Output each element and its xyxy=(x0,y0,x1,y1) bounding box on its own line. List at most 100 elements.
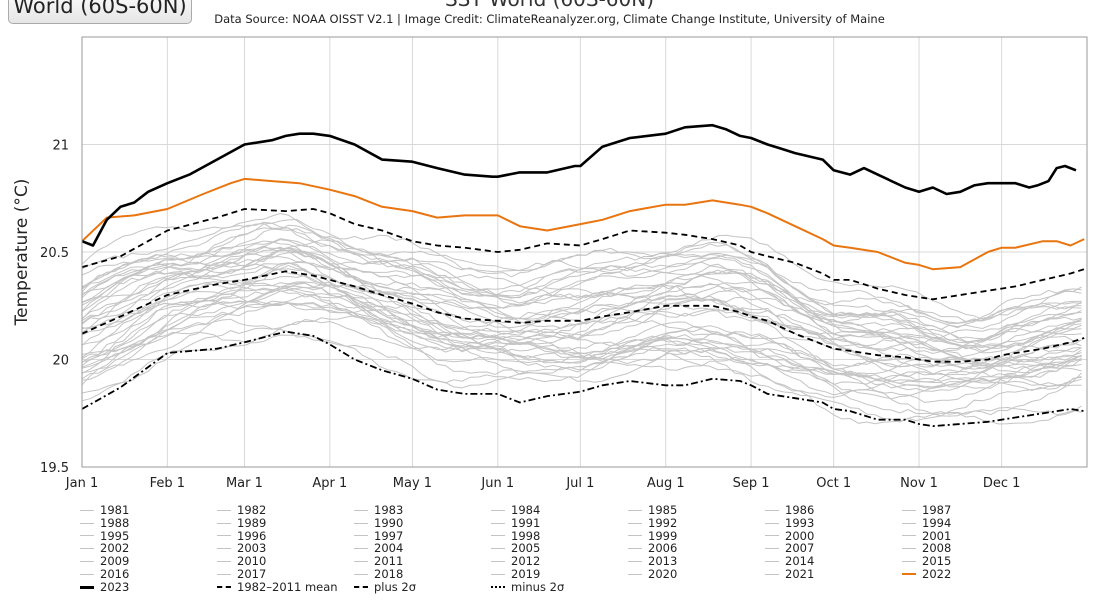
year-line-2008 xyxy=(81,247,1082,349)
legend-item[interactable]: 1993 xyxy=(765,515,902,530)
series-line-1982-2011-mean xyxy=(81,270,1085,363)
legend-swatch xyxy=(217,522,231,524)
legend-label: plus 2σ xyxy=(374,579,417,594)
legend-item[interactable]: 1992 xyxy=(628,515,765,530)
legend-item[interactable]: 2000 xyxy=(765,529,902,543)
highlight-series-lines xyxy=(81,123,1085,428)
legend-label: 1987 xyxy=(922,503,952,517)
legend-item[interactable]: 2012 xyxy=(491,555,628,568)
legend-swatch xyxy=(902,535,916,537)
legend-item[interactable]: 1989 xyxy=(217,516,354,530)
legend-item[interactable]: 1981 xyxy=(80,504,217,517)
legend-swatch xyxy=(628,573,642,575)
legend-label: 2009 xyxy=(100,554,130,569)
legend-item[interactable]: 1982–2011 mean xyxy=(217,579,354,594)
legend-label: 2013 xyxy=(648,554,678,569)
x-tick-label: Sep 1 xyxy=(733,476,770,491)
grid-lines xyxy=(81,37,1087,468)
legend-swatch xyxy=(354,535,368,537)
legend-label: 1982–2011 mean xyxy=(237,579,338,594)
sst-chart: 19.5 20 20.5 21 Jan 1 Feb 1 Mar 1 Apr 1 May 1 Ju… xyxy=(12,36,1088,491)
legend-item[interactable]: 2007 xyxy=(765,542,902,555)
legend-swatch xyxy=(354,561,368,563)
legend-item[interactable]: minus 2σ xyxy=(491,580,628,594)
legend-item[interactable]: 2006 xyxy=(628,542,765,555)
legend-item[interactable]: 2005 xyxy=(491,542,628,555)
chart-subtitle: Data Source: NOAA OISST V2.1 | Image Cre… xyxy=(214,12,885,26)
legend-item[interactable]: 1984 xyxy=(491,504,628,517)
year-line-1994 xyxy=(81,268,1082,370)
year-line-1984 xyxy=(81,315,1082,423)
legend-label: 2018 xyxy=(374,566,404,581)
legend-item[interactable]: 2015 xyxy=(902,555,1039,568)
legend-item[interactable]: 2001 xyxy=(902,528,1039,543)
legend-item[interactable]: 1985 xyxy=(628,504,765,517)
legend-item[interactable]: 1995 xyxy=(80,529,217,543)
series-line-2022 xyxy=(81,177,1085,271)
legend-swatch xyxy=(354,573,368,575)
year-line-2015 xyxy=(81,238,1082,341)
legend-item[interactable]: plus 2σ xyxy=(354,579,491,594)
legend-item[interactable]: 1991 xyxy=(491,516,628,530)
legend-item[interactable]: 2019 xyxy=(491,568,628,581)
legend-item[interactable]: 2008 xyxy=(902,542,1039,555)
legend-item[interactable]: 1994 xyxy=(902,516,1039,530)
legend-item[interactable]: 2018 xyxy=(354,568,491,581)
legend-item[interactable]: 2017 xyxy=(217,568,354,581)
legend-label: 2020 xyxy=(648,566,678,581)
legend-swatch xyxy=(765,535,779,537)
legend-swatch xyxy=(354,522,368,524)
legend-item[interactable]: 2022 xyxy=(902,568,1039,581)
legend-item[interactable]: 1986 xyxy=(765,504,902,517)
year-line-2009 xyxy=(81,249,1082,353)
x-tick-label: May 1 xyxy=(393,476,432,491)
legend-item[interactable]: 1999 xyxy=(628,529,765,543)
legend-label: 2002 xyxy=(100,541,130,556)
legend-item[interactable]: 2002 xyxy=(80,542,217,555)
legend-label: 2001 xyxy=(922,528,952,543)
year-line-2014 xyxy=(81,221,1082,324)
legend-swatch xyxy=(902,561,916,563)
legend-item[interactable]: 2011 xyxy=(354,555,491,568)
legend-item[interactable]: 1990 xyxy=(354,516,491,530)
legend-item[interactable]: 2020 xyxy=(628,568,765,581)
legend-item[interactable]: 1998 xyxy=(491,529,628,543)
legend-item[interactable]: 2009 xyxy=(80,555,217,568)
legend-item[interactable]: 2021 xyxy=(765,568,902,581)
legend-swatch xyxy=(491,548,505,550)
legend-label: 2005 xyxy=(511,541,541,556)
legend-item[interactable]: 1982 xyxy=(217,504,354,517)
legend-item[interactable]: 1988 xyxy=(80,516,217,530)
year-line-2006 xyxy=(81,262,1082,367)
legend-item[interactable]: 2014 xyxy=(765,555,902,568)
legend-label: 1993 xyxy=(785,515,815,530)
legend-label: 2011 xyxy=(374,554,404,569)
legend-item[interactable]: 2023 xyxy=(80,580,217,594)
legend-label: 2017 xyxy=(237,566,267,581)
legend-item[interactable]: 1997 xyxy=(354,529,491,543)
legend-swatch xyxy=(217,509,231,511)
legend-item[interactable]: 2013 xyxy=(628,555,765,568)
y-axis-ticks: 19.5 20 20.5 21 xyxy=(40,139,69,477)
y-axis-label: Temperature (°C) xyxy=(12,179,32,327)
series-line-minus-2- xyxy=(81,330,1085,428)
legend-item[interactable]: 1987 xyxy=(902,504,1039,517)
region-select-button[interactable]: World (60S-60N) xyxy=(8,0,192,24)
year-line-2010 xyxy=(81,239,1082,350)
legend-item[interactable]: 2010 xyxy=(217,555,354,568)
legend-label: 2010 xyxy=(237,554,267,569)
legend-item[interactable]: 2003 xyxy=(217,542,354,555)
legend-item[interactable]: 2016 xyxy=(80,568,217,581)
legend-swatch xyxy=(902,509,916,511)
legend-item[interactable]: 2004 xyxy=(354,542,491,555)
legend-label: 1992 xyxy=(648,515,678,530)
year-line-2021 xyxy=(81,212,1082,320)
legend-swatch xyxy=(491,522,505,524)
legend-item[interactable]: 1996 xyxy=(217,529,354,543)
legend-item[interactable]: 1983 xyxy=(354,504,491,517)
legend-label: 2012 xyxy=(511,554,541,569)
x-tick-label: Feb 1 xyxy=(150,476,185,491)
legend-label: 1986 xyxy=(785,503,815,517)
y-tick-label: 19.5 xyxy=(40,461,69,476)
y-tick-label: 20 xyxy=(52,354,69,369)
